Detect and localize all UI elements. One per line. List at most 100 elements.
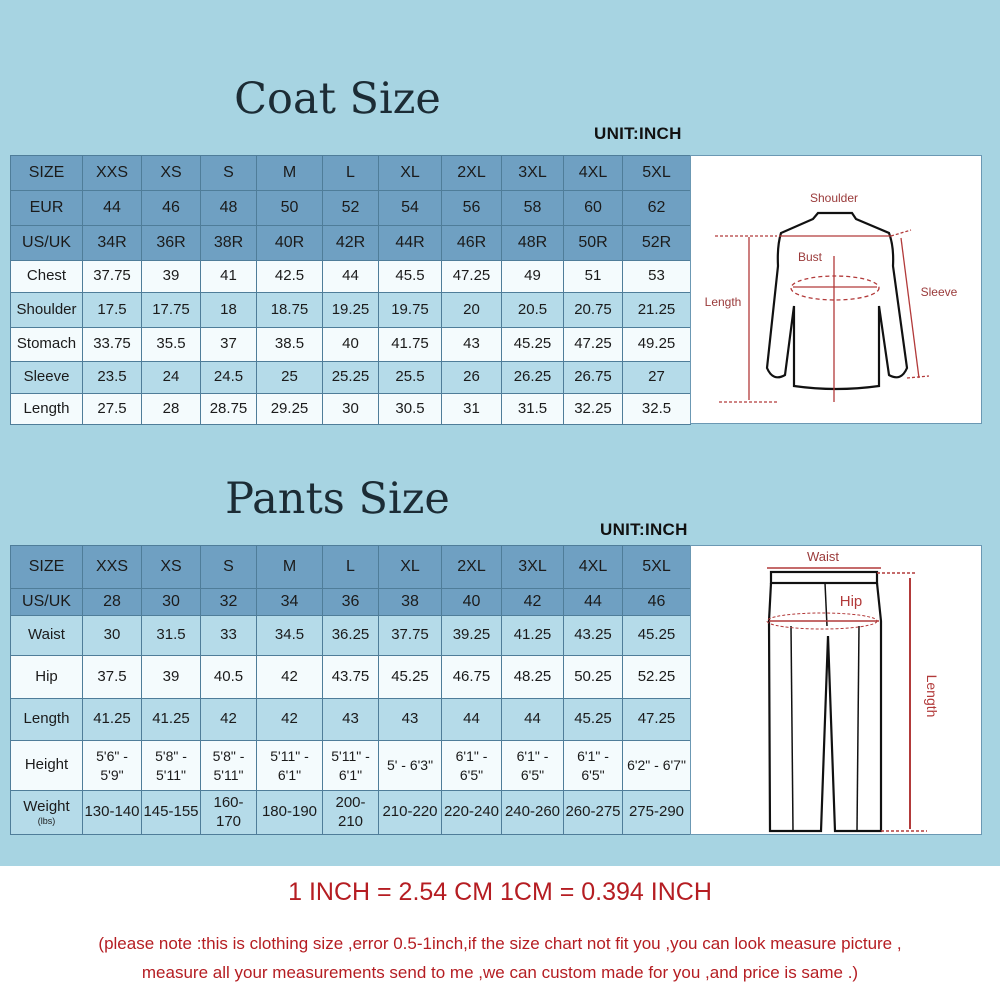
value-cell: 38R (200, 225, 257, 261)
value-cell: XS (141, 545, 201, 589)
diagram-label-shoulder: Shoulder (810, 191, 858, 205)
value-cell: 30 (141, 588, 201, 616)
pants-unit-label: UNIT:INCH (600, 520, 688, 539)
value-cell: 36 (322, 588, 379, 616)
value-cell: 39 (141, 655, 201, 699)
value-cell: 2XL (441, 155, 502, 191)
value-cell: XXS (82, 155, 142, 191)
value-cell: 44R (378, 225, 442, 261)
value-cell: 54 (378, 190, 442, 226)
value-cell: 38 (378, 588, 442, 616)
diagram-label-waist: Waist (807, 549, 839, 564)
value-cell: 275-290 (622, 790, 691, 835)
value-cell: 45.25 (378, 655, 442, 699)
table-row: Length 27.5 28 28.75 29.25 30 30.5 31 31.5 32.25 3… (10, 393, 691, 425)
value-cell: XXS (82, 545, 142, 589)
value-cell: 130-140 (82, 790, 142, 835)
header-row: SIZE XXS XS S M L XL 2XL 3XL 4XL 5XL (10, 155, 691, 191)
value-cell: 46 (141, 190, 201, 226)
value-cell: 160-170 (200, 790, 257, 835)
value-cell: 52 (322, 190, 379, 226)
value-cell: 18.75 (256, 292, 323, 328)
row-label-cell: Height (10, 740, 83, 791)
value-cell: 53 (622, 260, 691, 293)
value-cell: 220-240 (441, 790, 502, 835)
row-label-cell: Waist (10, 615, 83, 656)
value-cell: 27.5 (82, 393, 142, 425)
value-cell: 26 (441, 361, 502, 394)
value-cell: 43 (378, 698, 442, 741)
value-cell: 42 (200, 698, 257, 741)
value-cell: 46 (622, 588, 691, 616)
value-cell: 5'11" - 6'1" (322, 740, 379, 791)
value-cell: 45.25 (563, 698, 623, 741)
value-cell: 34R (82, 225, 142, 261)
value-cell: 5'6" - 5'9" (82, 740, 142, 791)
value-cell: 17.75 (141, 292, 201, 328)
value-cell: 5' - 6'3" (378, 740, 442, 791)
note-line-1: (please note :this is clothing size ,err… (98, 934, 902, 953)
value-cell: 5XL (622, 545, 691, 589)
row-label-cell: Shoulder (10, 292, 83, 328)
value-cell: 240-260 (501, 790, 564, 835)
value-cell: 48R (501, 225, 564, 261)
table-row: Weight (lbs) 130-140 145-155 160-170 180-190 2… (10, 790, 691, 835)
value-cell: 19.25 (322, 292, 379, 328)
value-cell: 210-220 (378, 790, 442, 835)
value-cell: 31 (441, 393, 502, 425)
value-cell: 34.5 (256, 615, 323, 656)
value-cell: 44 (563, 588, 623, 616)
value-cell: 21.25 (622, 292, 691, 328)
value-cell: 37.75 (82, 260, 142, 293)
value-cell: 20.5 (501, 292, 564, 328)
note-line-2: measure all your measurements send to me… (141, 963, 859, 982)
value-cell: 31.5 (501, 393, 564, 425)
coat-size-table: SIZE XXS XS S M L XL 2XL 3XL 4XL 5XL EUR 44 46 48 50 52 5… (10, 155, 691, 425)
value-cell: 180-190 (256, 790, 323, 835)
diagram-label-length: Length (705, 295, 742, 309)
value-cell: 28 (141, 393, 201, 425)
value-cell: 42 (256, 655, 323, 699)
value-cell: XL (378, 545, 442, 589)
info-panel (0, 866, 1000, 1000)
value-cell: 56 (441, 190, 502, 226)
value-cell: 50 (256, 190, 323, 226)
value-cell: 44 (322, 260, 379, 293)
weight-unit: (lbs) (37, 816, 56, 827)
value-cell: 5'11" - 6'1" (256, 740, 323, 791)
value-cell: 48 (200, 190, 257, 226)
row-label-cell: Weight (lbs) (10, 790, 83, 835)
value-cell: XL (378, 155, 442, 191)
value-cell: 30 (322, 393, 379, 425)
value-cell: 46R (441, 225, 502, 261)
value-cell: 43.25 (563, 615, 623, 656)
pants-measure-diagram: Waist Hip Length (690, 545, 982, 835)
value-cell: 43 (322, 698, 379, 741)
table-row: Hip 37.5 39 40.5 42 43.75 45.25 46.75 48.25 50.25… (10, 655, 691, 699)
value-cell: 44 (501, 698, 564, 741)
header-row: US/UK 34R 36R 38R 40R 42R 44R 46R 48R 50R 52R (10, 225, 691, 261)
value-cell: 2XL (441, 545, 502, 589)
row-label: Weight (23, 797, 70, 815)
value-cell: 39 (141, 260, 201, 293)
value-cell: 25.5 (378, 361, 442, 394)
value-cell: 6'1" - 6'5" (501, 740, 564, 791)
table-row: Height 5'6" - 5'9" 5'8" - 5'11" 5'8" - 5'11… (10, 740, 691, 791)
pants-size-title: Pants Size (225, 474, 450, 524)
value-cell: 3XL (501, 155, 564, 191)
value-cell: 62 (622, 190, 691, 226)
diagram-label-sleeve: Sleeve (921, 285, 958, 299)
value-cell: 5'8" - 5'11" (200, 740, 257, 791)
value-cell: 6'2" - 6'7" (622, 740, 691, 791)
header-row: US/UK 28 30 32 34 36 38 40 42 44 46 (10, 588, 691, 616)
value-cell: 33 (200, 615, 257, 656)
value-cell: 43.75 (322, 655, 379, 699)
value-cell: 40R (256, 225, 323, 261)
value-cell: 45.25 (501, 327, 564, 362)
value-cell: 49.25 (622, 327, 691, 362)
coat-measure-diagram: Shoulder Bust Length Sleeve (690, 155, 982, 424)
table-row: Waist 30 31.5 33 34.5 36.25 37.75 39.25 41.25 43.… (10, 615, 691, 656)
diagram-label-length: Length (924, 675, 940, 718)
table-row: Stomach 33.75 35.5 37 38.5 40 41.75 43 45.25 47.2… (10, 327, 691, 362)
value-cell: 31.5 (141, 615, 201, 656)
